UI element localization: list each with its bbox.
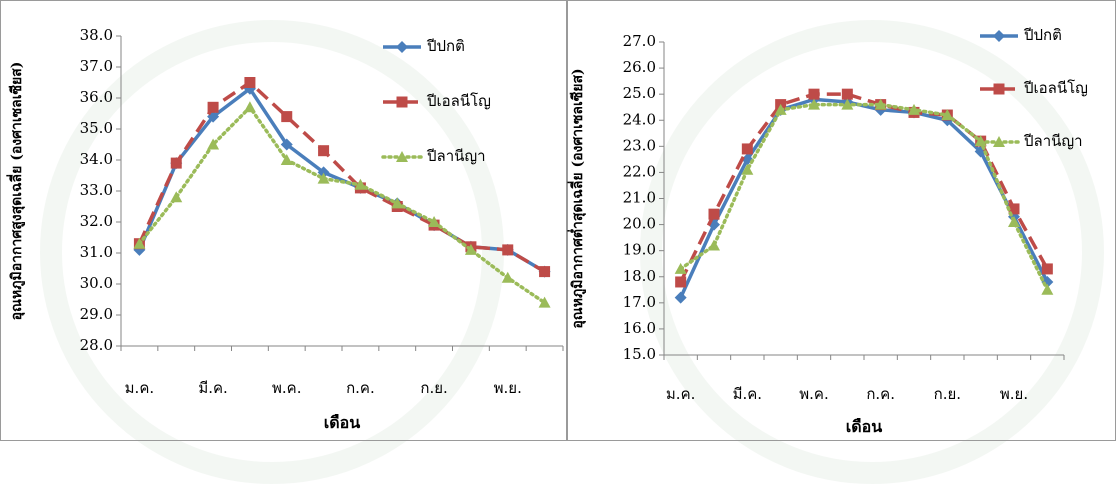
data-point [874, 98, 887, 110]
y-tick-label: 35.0 [80, 119, 113, 137]
x-tick-label: พ.ย. [494, 379, 522, 397]
y-tick-label: 30.0 [80, 274, 113, 292]
data-point [841, 88, 853, 100]
legend-label: ปีปกติ [426, 37, 465, 55]
data-point [280, 138, 293, 151]
y-tick-label: 27.0 [623, 32, 656, 50]
series-line [678, 102, 1050, 292]
y-tick-label: 36.0 [80, 88, 113, 106]
y-tick-label: 28.0 [80, 336, 113, 354]
legend-label: ปีปกติ [1023, 26, 1062, 44]
data-point [908, 103, 920, 115]
legend-label: ปีเอลนีโญ [426, 92, 491, 110]
y-tick-label: 29.0 [80, 305, 113, 323]
data-point [280, 154, 293, 165]
data-point [243, 101, 256, 113]
data-point [941, 109, 954, 121]
x-tick-label: ก.ค. [346, 379, 375, 397]
y-tick-label: 31.0 [80, 243, 113, 261]
x-tick-label: พ.ค. [799, 385, 828, 403]
data-point [318, 145, 330, 157]
legend-marker [993, 83, 1005, 95]
data-point [501, 271, 514, 283]
y-tick-label: 22.0 [623, 162, 656, 180]
y-tick-label: 32.0 [80, 212, 113, 230]
data-point [464, 243, 477, 255]
data-point [808, 98, 820, 110]
y-axis-title: อุณหภูมิอากาศต่ำสุดเฉลี่ย (องศาเซลเซียส) [567, 68, 586, 328]
y-tick-label: 25.0 [623, 84, 656, 102]
legend-marker [396, 96, 408, 108]
data-point [538, 296, 551, 308]
data-point [708, 208, 720, 220]
data-point [808, 88, 820, 100]
y-tick-label: 19.0 [623, 241, 656, 259]
y-tick-label: 23.0 [623, 136, 656, 154]
data-point [281, 111, 293, 123]
y-tick-label: 16.0 [623, 319, 656, 337]
y-tick-label: 24.0 [623, 110, 656, 128]
legend-marker [396, 151, 408, 162]
data-point [1008, 203, 1020, 215]
data-point [674, 291, 687, 304]
data-point [1008, 215, 1020, 227]
x-tick-label: มี.ค. [733, 385, 762, 403]
x-tick-label: มี.ค. [198, 379, 227, 397]
y-tick-label: 18.0 [623, 267, 656, 285]
x-axis-title: เดือน [846, 417, 882, 436]
series-line [137, 80, 546, 274]
data-point [674, 262, 687, 274]
data-point [539, 266, 551, 278]
y-tick-label: 26.0 [623, 58, 656, 76]
x-tick-label: ก.ย. [934, 385, 961, 403]
y-tick-label: 34.0 [80, 150, 113, 168]
legend-marker [993, 30, 1005, 42]
data-point [354, 178, 367, 190]
data-point [170, 157, 182, 169]
x-axis-title: เดือน [324, 413, 360, 432]
data-point [675, 276, 687, 288]
data-point [774, 103, 787, 115]
legend-marker [993, 136, 1005, 147]
data-point [841, 98, 854, 110]
legend-marker [396, 41, 408, 53]
data-point [391, 197, 404, 209]
data-point [317, 172, 330, 184]
x-tick-label: พ.ย. [1000, 385, 1028, 403]
chart-max-temp: 28.0 29.0 30.0 31.0 32.0 33.0 34.0 35.0 36.0 37.0… [6, 26, 564, 432]
data-point [741, 143, 753, 155]
x-tick-label: ก.ย. [420, 379, 447, 397]
data-point [708, 239, 720, 251]
x-tick-label: ม.ค. [666, 385, 695, 403]
y-tick-label: 33.0 [80, 181, 113, 199]
data-point [741, 163, 754, 175]
x-tick-label: ก.ค. [866, 385, 895, 403]
legend-label: ปีลานีญา [426, 147, 486, 165]
chart-min-temp: 15.0 16.0 17.0 18.0 19.0 20.0 21.0 22.0 23.0 24.0… [567, 26, 1088, 436]
y-tick-label: 20.0 [623, 215, 656, 233]
x-tick-label: ม.ค. [125, 379, 154, 397]
data-point [207, 101, 219, 113]
y-tick-label: 38.0 [80, 26, 113, 44]
data-point [1041, 283, 1054, 295]
y-tick-label: 21.0 [623, 189, 656, 207]
data-point [428, 216, 441, 227]
data-point [502, 244, 514, 256]
y-tick-label: 17.0 [623, 293, 656, 311]
y-axis-title: อุณหภูมิอากาศสูงสุดเฉลี่ย (องศาเซลเซียส) [6, 62, 25, 321]
y-tick-label: 15.0 [623, 345, 656, 363]
x-tick-label: พ.ค. [272, 379, 301, 397]
data-point [1041, 263, 1053, 275]
legend-label: ปีลานีญา [1023, 132, 1083, 150]
legend-label: ปีเอลนีโญ [1023, 79, 1088, 97]
y-tick-label: 37.0 [80, 57, 113, 75]
data-point [133, 237, 146, 249]
series-line [137, 105, 547, 305]
series-line [679, 92, 1049, 283]
data-point [207, 138, 220, 150]
data-point [244, 77, 256, 88]
data-point [170, 191, 183, 203]
